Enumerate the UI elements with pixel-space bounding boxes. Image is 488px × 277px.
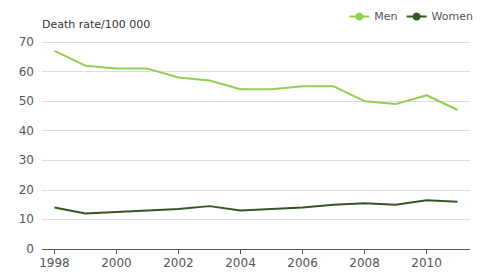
svg-text:10: 10 <box>19 212 34 226</box>
svg-text:2010: 2010 <box>411 256 442 270</box>
svg-text:2000: 2000 <box>101 256 132 270</box>
svg-text:1998: 1998 <box>39 256 70 270</box>
svg-text:50: 50 <box>19 94 34 108</box>
svg-text:2002: 2002 <box>163 256 194 270</box>
svg-text:2008: 2008 <box>349 256 380 270</box>
svg-text:Men: Men <box>374 10 397 23</box>
svg-text:Women: Women <box>432 10 473 23</box>
svg-text:20: 20 <box>19 183 34 197</box>
svg-text:Death rate/100 000: Death rate/100 000 <box>42 18 150 31</box>
svg-text:60: 60 <box>19 65 34 79</box>
svg-text:70: 70 <box>19 35 34 49</box>
svg-text:0: 0 <box>26 242 34 256</box>
svg-text:40: 40 <box>19 124 34 138</box>
svg-text:2004: 2004 <box>225 256 256 270</box>
svg-text:2006: 2006 <box>287 256 318 270</box>
svg-text:30: 30 <box>19 153 34 167</box>
